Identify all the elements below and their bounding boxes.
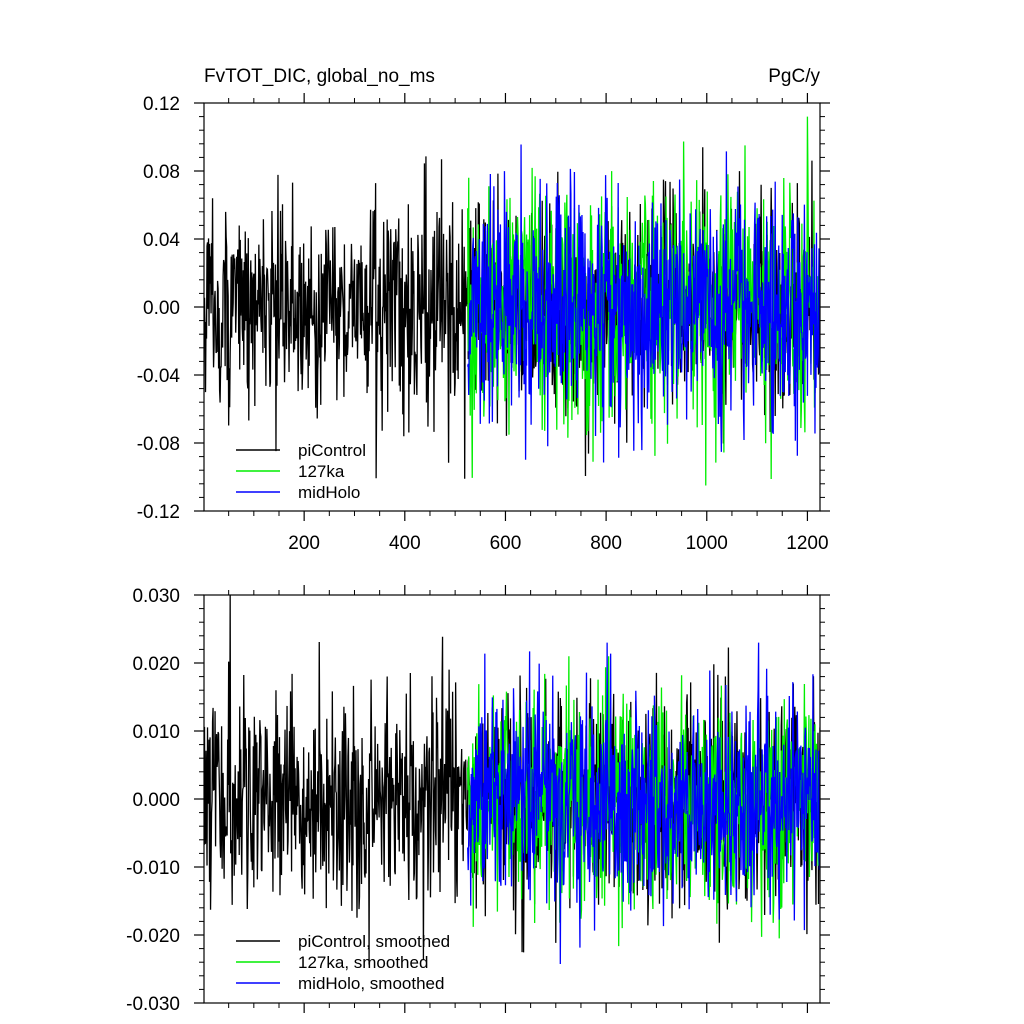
legend-label: midHolo, smoothed (298, 974, 444, 993)
legend-label: piControl (298, 441, 366, 460)
legend: piControl, smoothed 127ka, smoothed midHol… (236, 932, 450, 993)
chart-title: FvTOT_DIC, global_no_ms (204, 66, 435, 87)
x-tick-label: 200 (288, 533, 320, 554)
y-tick-label: -0.08 (137, 434, 180, 455)
y-tick-label: 0.08 (143, 162, 180, 183)
legend-label: 127ka, smoothed (298, 953, 428, 972)
legend-label: midHolo (298, 483, 360, 502)
y-tick-label: -0.020 (126, 926, 180, 947)
y-tick-label: 0.04 (143, 230, 180, 251)
x-tick-label: 800 (590, 533, 622, 554)
plot-area (204, 116, 820, 486)
top-panel: 200 400 600 800 1000 1200 -0.12 -0.08 -0.04 0.00 0… (137, 66, 830, 554)
y-tick-label: -0.030 (126, 994, 180, 1015)
legend-label: piControl, smoothed (298, 932, 450, 951)
series-line-2 (467, 656, 820, 947)
x-tick-label: 600 (490, 533, 522, 554)
legend: piControl 127ka midHolo (236, 441, 366, 502)
y-tick-label: 0.030 (132, 586, 180, 607)
y-tick-label: 0.12 (143, 94, 180, 115)
x-tick-label: 1200 (786, 533, 828, 554)
series-line-3 (467, 144, 820, 463)
y-tick-label: -0.12 (137, 502, 180, 523)
units-label: PgC/y (768, 66, 820, 87)
y-tick-label: -0.04 (137, 366, 181, 387)
y-tick-label: -0.010 (126, 858, 180, 879)
plot-area (204, 595, 820, 965)
legend-label: 127ka (298, 462, 345, 481)
y-tick-label: 0.020 (132, 654, 180, 675)
x-tick-label: 1000 (686, 533, 728, 554)
bottom-panel: -0.030 -0.020 -0.010 0.000 0.010 0.020 0.030 pi… (126, 585, 830, 1015)
y-tick-label: 0.010 (132, 722, 180, 743)
y-tick-label: 0.000 (132, 790, 180, 811)
x-tick-label: 400 (389, 533, 421, 554)
y-tick-label: 0.00 (143, 298, 180, 319)
series-line-3 (467, 642, 820, 964)
